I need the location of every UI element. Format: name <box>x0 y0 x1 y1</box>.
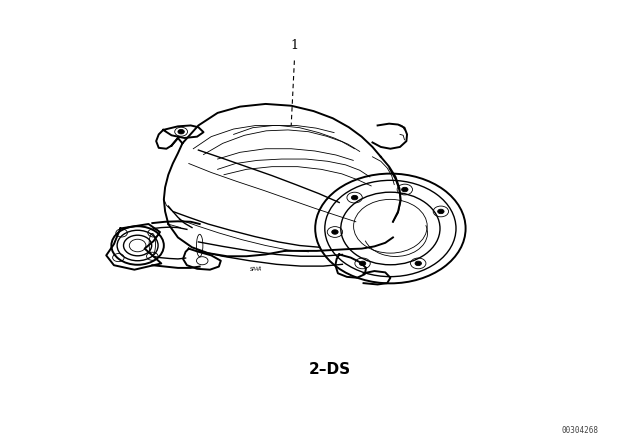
Circle shape <box>178 129 184 134</box>
Ellipse shape <box>315 173 466 284</box>
Circle shape <box>351 195 358 200</box>
Text: 1: 1 <box>291 39 298 52</box>
Circle shape <box>360 261 366 266</box>
Ellipse shape <box>111 226 164 265</box>
Ellipse shape <box>340 192 440 265</box>
Ellipse shape <box>124 235 152 256</box>
Circle shape <box>415 261 422 266</box>
Circle shape <box>438 209 444 214</box>
Text: SPAR: SPAR <box>250 267 262 272</box>
Text: 00304268: 00304268 <box>561 426 598 435</box>
Circle shape <box>332 230 338 234</box>
Text: 2–DS: 2–DS <box>308 362 351 377</box>
Circle shape <box>402 187 408 192</box>
